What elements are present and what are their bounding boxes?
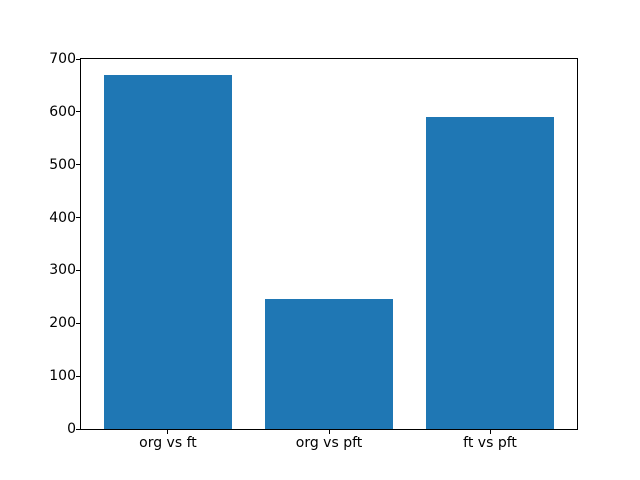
x-axis-tick-mark xyxy=(167,430,169,434)
x-axis-tick-label: org vs ft xyxy=(139,435,197,451)
y-axis-tick-mark xyxy=(76,111,80,113)
y-axis-tick-label: 0 xyxy=(67,421,76,437)
y-axis-tick-mark xyxy=(76,269,80,271)
y-axis-tick-mark xyxy=(76,58,80,60)
y-axis-tick-label: 700 xyxy=(49,51,76,67)
bar-ft-vs-pft xyxy=(425,117,555,429)
y-axis-tick-label: 300 xyxy=(49,262,76,279)
y-axis-tick-mark xyxy=(76,322,80,324)
x-axis-tick-label: org vs pft xyxy=(295,435,363,451)
y-axis-tick-label: 100 xyxy=(49,368,76,385)
y-axis-tick-label: 500 xyxy=(49,156,76,173)
plot-area: 0 100 200 300 400 500 600 700 org vs ft org vs pf… xyxy=(49,51,578,451)
y-axis-tick-mark xyxy=(76,217,80,219)
x-axis-tick-mark xyxy=(328,430,330,434)
bar-org-vs-pft xyxy=(264,298,394,429)
y-axis-tick-mark xyxy=(76,164,80,166)
y-axis-tick-label: 200 xyxy=(49,315,76,332)
x-axis-tick-mark xyxy=(489,430,491,434)
y-axis-tick-label: 400 xyxy=(49,209,76,226)
bar-org-vs-ft xyxy=(103,74,233,429)
y-axis-tick-label: 600 xyxy=(49,103,76,120)
y-axis-tick-mark xyxy=(76,375,80,377)
y-axis-tick-mark xyxy=(76,428,80,430)
x-axis-tick-label: ft vs pft xyxy=(463,435,517,451)
